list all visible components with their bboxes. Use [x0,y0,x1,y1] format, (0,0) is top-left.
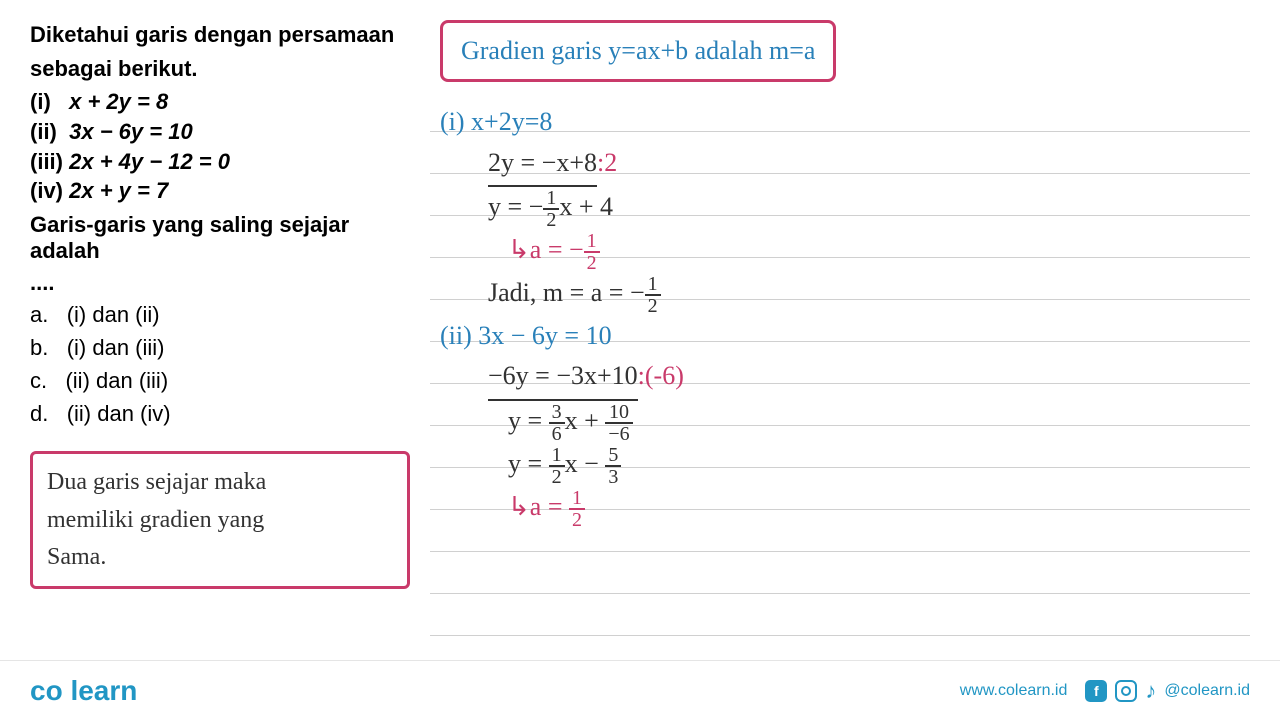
equation-4: (iv) 2x + y = 7 [30,176,420,206]
gradient-rule-box: Gradien garis y=ax+b adalah m=a [440,20,836,82]
footer-right: www.colearn.id f ♪ @colearn.id [960,678,1250,704]
brand-logo: co learn [30,675,137,707]
work-ii-label: (ii) 3x − 6y = 10 [440,316,1250,356]
equation-2: (ii) 3x − 6y = 10 [30,117,420,147]
dots: .... [30,270,420,296]
social-icons: f ♪ @colearn.id [1085,678,1250,704]
question-column: Diketahui garis dengan persamaan sebagai… [30,20,430,650]
equation-1: (i) x + 2y = 8 [30,87,420,117]
work-ii-step1: −6y = −3x+10:(-6) [440,356,1250,400]
instagram-icon [1115,680,1137,702]
work-ii-step3: y = 12x − 53 [440,444,1250,487]
sub-question: Garis-garis yang saling sejajar adalah [30,212,420,264]
facebook-icon: f [1085,680,1107,702]
footer-url: www.colearn.id [960,682,1068,700]
work-i-conclusion: Jadi, m = a = −12 [440,273,1250,316]
options-list: a. (i) dan (ii) b. (i) dan (iii) c. (ii)… [30,300,420,429]
social-handle: @colearn.id [1164,682,1250,700]
work-ii-step2: y = 36x + 10−6 [440,401,1250,444]
question-intro-2: sebagai berikut. [30,54,420,84]
work-i-step2: y = −12x + 4 [440,187,1250,230]
question-intro-1: Diketahui garis dengan persamaan [30,20,420,50]
note-line-2: memiliki gradien yang [47,502,393,539]
parallel-note-box: Dua garis sejajar maka memiliki gradien … [30,451,410,589]
option-d: d. (ii) dan (iv) [30,399,420,430]
work-ii-result: ↳a = 12 [440,487,1250,530]
option-c: c. (ii) dan (iii) [30,366,420,397]
note-line-3: Sama. [47,539,393,576]
working-column: Gradien garis y=ax+b adalah m=a (i) x+2y… [430,20,1250,650]
working-lines: (i) x+2y=8 2y = −x+8:2 y = −12x + 4 ↳a =… [440,102,1250,529]
footer: co learn www.colearn.id f ♪ @colearn.id [0,660,1280,720]
tiktok-icon: ♪ [1145,678,1156,704]
option-a: a. (i) dan (ii) [30,300,420,331]
work-i-step1: 2y = −x+8:2 [440,143,1250,187]
note-line-1: Dua garis sejajar maka [47,464,393,501]
work-i-label: (i) x+2y=8 [440,102,1250,142]
equation-3: (iii) 2x + 4y − 12 = 0 [30,147,420,177]
work-i-result: ↳a = −12 [440,230,1250,273]
option-b: b. (i) dan (iii) [30,333,420,364]
